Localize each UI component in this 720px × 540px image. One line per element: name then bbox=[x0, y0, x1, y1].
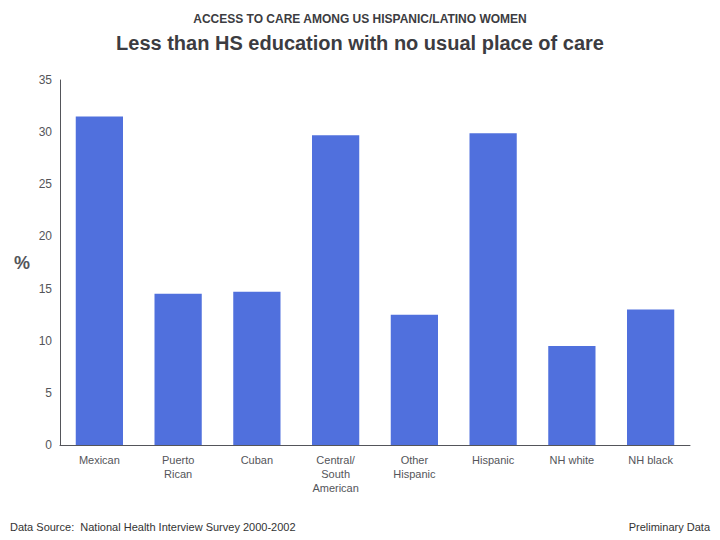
svg-text:%: % bbox=[14, 253, 30, 273]
svg-text:25: 25 bbox=[39, 177, 53, 191]
svg-text:Rican: Rican bbox=[164, 468, 192, 480]
svg-text:Less than HS education with no: Less than HS education with no usual pla… bbox=[116, 32, 604, 54]
svg-text:Hispanic: Hispanic bbox=[393, 468, 436, 480]
svg-text:Central/: Central/ bbox=[316, 454, 355, 466]
svg-text:NH black: NH black bbox=[628, 454, 673, 466]
svg-text:15: 15 bbox=[39, 282, 53, 296]
svg-text:South: South bbox=[321, 468, 350, 480]
svg-text:0: 0 bbox=[45, 438, 52, 452]
svg-text:30: 30 bbox=[39, 125, 53, 139]
svg-text:Other: Other bbox=[401, 454, 429, 466]
svg-text:35: 35 bbox=[39, 73, 53, 87]
svg-text:NH white: NH white bbox=[550, 454, 595, 466]
svg-text:Hispanic: Hispanic bbox=[472, 454, 515, 466]
svg-text:10: 10 bbox=[39, 334, 53, 348]
svg-text:Data Source: National Health: Data Source: National Health Interview S… bbox=[10, 521, 296, 533]
svg-text:American: American bbox=[312, 482, 358, 494]
svg-text:ACCESS TO CARE AMONG US HISPAN: ACCESS TO CARE AMONG US HISPANIC/LATINO … bbox=[193, 12, 527, 26]
svg-text:Preliminary Data: Preliminary Data bbox=[629, 521, 711, 533]
svg-text:Cuban: Cuban bbox=[241, 454, 273, 466]
svg-text:Mexican: Mexican bbox=[79, 454, 120, 466]
svg-text:5: 5 bbox=[45, 386, 52, 400]
svg-text:Puerto: Puerto bbox=[162, 454, 194, 466]
svg-text:20: 20 bbox=[39, 229, 53, 243]
